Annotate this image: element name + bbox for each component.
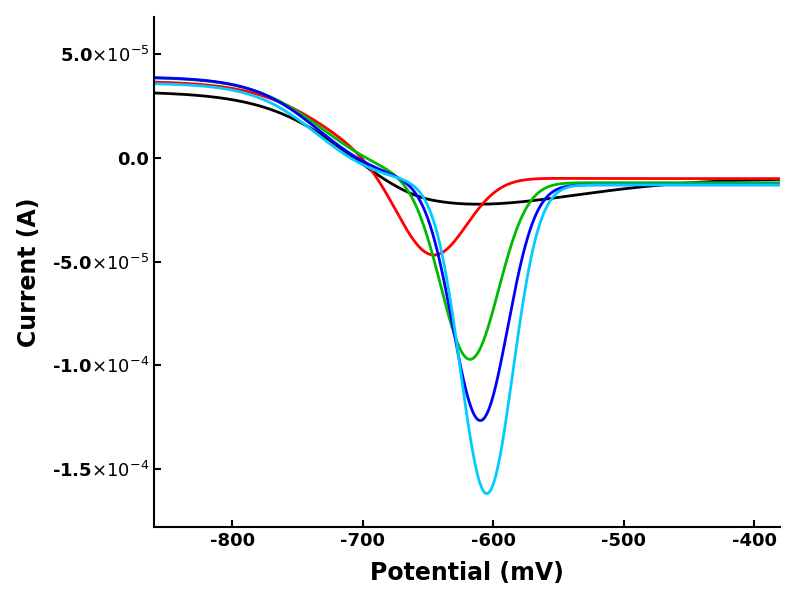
X-axis label: Potential (mV): Potential (mV): [371, 561, 564, 585]
Y-axis label: Current (A): Current (A): [17, 197, 41, 347]
